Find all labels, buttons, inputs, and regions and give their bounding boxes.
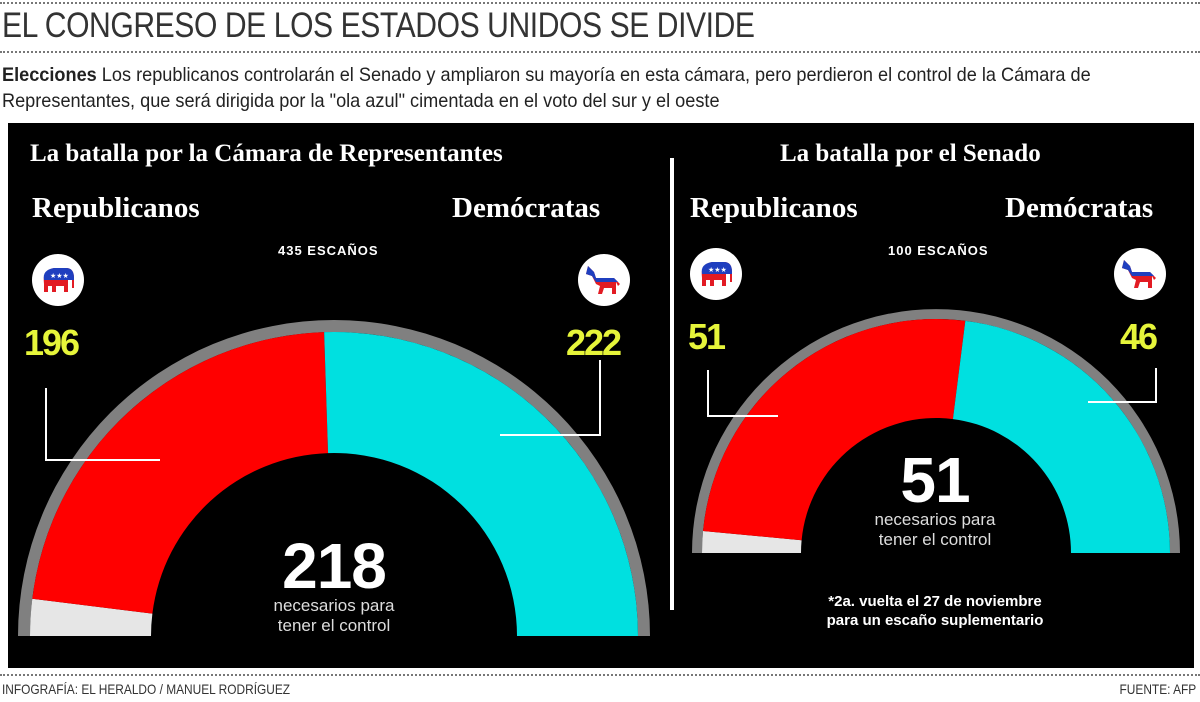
senate-seats-democrat <box>952 320 1170 553</box>
house-dem-label: Demócratas <box>452 192 601 224</box>
senate-rep-label: Republicanos <box>690 192 858 224</box>
senate-majority-value: 51 <box>900 444 970 516</box>
senate-rep-leader-line <box>707 370 778 417</box>
senate-seats-undecided <box>702 530 802 553</box>
house-rep-count: 196 <box>24 322 80 363</box>
svg-text:★★★: ★★★ <box>50 272 69 280</box>
runoff-note-line1: *2a. vuelta el 27 de noviembre <box>828 593 1042 610</box>
svg-text:★★★: ★★★ <box>708 266 727 274</box>
senate-seats-republican <box>703 318 966 541</box>
house-dem-leader-line <box>500 360 601 436</box>
senate-gauge <box>692 309 1180 553</box>
title-dotted-rule <box>0 51 1200 53</box>
infographic-credit: INFOGRAFÍA: EL HERALDO / MANUEL RODRÍGUE… <box>2 681 291 697</box>
elephant-icon: ★★★ <box>32 254 84 306</box>
house-dem-count: 222 <box>566 322 622 363</box>
senate-majority-line2: tener el control <box>878 530 992 549</box>
house-majority-line2: tener el control <box>277 616 391 635</box>
panel-divider <box>670 158 674 610</box>
runoff-note: *2a. vuelta el 27 de noviembre para un e… <box>800 592 1070 630</box>
house-majority: 218 necesarios para tener el control <box>214 530 454 636</box>
deck-text: Elecciones Los republicanos controlarán … <box>2 62 1200 114</box>
house-rep-leader-line <box>45 388 160 461</box>
source-credit: FUENTE: AFP <box>1119 681 1196 697</box>
senate-dem-leader-line <box>1088 368 1157 403</box>
house-majority-value: 218 <box>282 530 387 602</box>
house-title: La batalla por la Cámara de Representant… <box>30 140 503 167</box>
deck-body: Los republicanos controlarán el Senado y… <box>2 64 1091 112</box>
elephant-icon: ★★★ <box>690 248 742 300</box>
house-gauge <box>18 320 650 636</box>
donkey-icon <box>1114 248 1166 300</box>
senate-majority-line1: necesarios para <box>874 510 996 529</box>
top-dotted-rule <box>0 2 1200 4</box>
senate-dem-count: 46 <box>1120 316 1158 357</box>
footer-dotted-rule <box>0 674 1200 676</box>
deck-lead: Elecciones <box>2 64 97 86</box>
page-title: EL CONGRESO DE LOS ESTADOS UNIDOS SE DIV… <box>2 6 755 45</box>
house-rep-label: Republicanos <box>32 192 200 224</box>
house-seats-label: 435 ESCAÑOS <box>278 243 379 258</box>
senate-dem-label: Demócratas <box>1005 192 1154 224</box>
house-majority-line1: necesarios para <box>273 596 395 615</box>
house-seats-undecided <box>30 598 153 636</box>
senate-seats-label: 100 ESCAÑOS <box>888 243 989 258</box>
runoff-note-line2: para un escaño suplementario <box>826 612 1044 629</box>
house-seats-republican <box>32 332 329 614</box>
house-seats-democrat <box>324 332 638 636</box>
donkey-icon <box>578 254 630 306</box>
senate-title: La batalla por el Senado <box>780 140 1041 167</box>
senate-rep-count: 51 <box>688 316 726 357</box>
senate-majority: 51 necesarios para tener el control <box>835 444 1035 550</box>
